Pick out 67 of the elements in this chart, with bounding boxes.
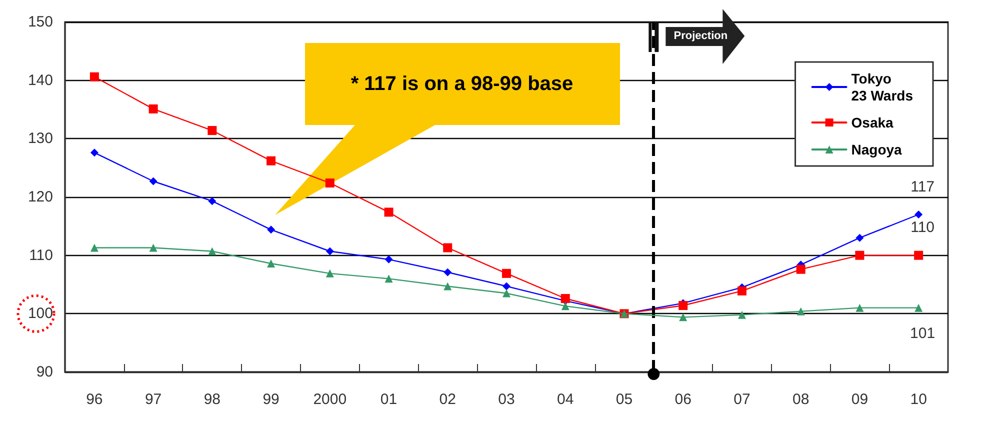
x-tick-label: 2000 — [313, 391, 347, 408]
data-label: 117 — [910, 178, 935, 196]
x-tick-label: 99 — [262, 391, 280, 408]
point — [856, 234, 864, 242]
y-tick-label: 130 — [28, 130, 53, 148]
x-tick-label: 96 — [86, 391, 103, 408]
point — [502, 282, 510, 290]
point — [738, 310, 746, 319]
point — [443, 243, 452, 252]
point — [208, 126, 217, 135]
point — [208, 247, 216, 256]
x-tick-label: 09 — [851, 391, 868, 408]
y-tick-label: 140 — [28, 72, 53, 89]
x-tick-label: 05 — [616, 391, 633, 408]
point — [444, 268, 452, 276]
point — [796, 264, 806, 274]
annotation: * 117 is on a 98-99 base — [350, 73, 574, 95]
point — [914, 250, 924, 260]
point — [90, 72, 99, 82]
x-tick-label: 02 — [439, 391, 456, 408]
point — [796, 307, 805, 316]
point — [384, 274, 393, 283]
point — [326, 247, 334, 256]
annotation: Projection — [674, 30, 728, 42]
point — [914, 210, 923, 218]
point — [502, 268, 511, 278]
y-tick-label: 110 — [29, 246, 53, 264]
y-tick-label: 100 — [28, 305, 53, 322]
x-tick-label: 04 — [557, 391, 574, 408]
data-label: 101 — [910, 324, 936, 342]
point — [325, 178, 334, 188]
point — [444, 282, 452, 290]
legend-label: Osaka — [851, 114, 894, 130]
point — [267, 226, 276, 234]
x-tick-label: 03 — [498, 391, 515, 408]
x-tick-label: 97 — [144, 391, 162, 408]
point — [737, 286, 746, 296]
point — [855, 250, 864, 260]
legend-label: Nagoya — [851, 142, 902, 158]
point — [149, 177, 158, 186]
x-tick-label: 08 — [792, 391, 810, 408]
y-tick-label: 120 — [28, 188, 53, 206]
x-tick-label: 01 — [380, 391, 398, 408]
point — [502, 289, 510, 298]
y-tick-label: 90 — [36, 364, 53, 380]
point — [914, 304, 923, 312]
point — [384, 208, 394, 217]
point — [90, 148, 98, 157]
point — [208, 197, 216, 206]
point — [384, 255, 393, 264]
x-tick-label: 98 — [204, 391, 221, 408]
point — [326, 269, 334, 278]
point — [266, 156, 276, 166]
point — [149, 244, 158, 252]
legend-label: Tokyo 23 Wards — [851, 70, 914, 104]
point — [560, 294, 570, 303]
x-tick-label: 06 — [674, 391, 692, 408]
point — [561, 302, 570, 310]
point — [90, 244, 98, 252]
point — [856, 304, 864, 312]
point — [679, 313, 688, 322]
x-tick-label: 07 — [734, 391, 750, 408]
y-tick-label: 150 — [28, 14, 53, 30]
point — [148, 104, 158, 114]
data-label: 110 — [910, 218, 935, 236]
point — [267, 260, 276, 268]
x-tick-label: 10 — [910, 391, 927, 408]
